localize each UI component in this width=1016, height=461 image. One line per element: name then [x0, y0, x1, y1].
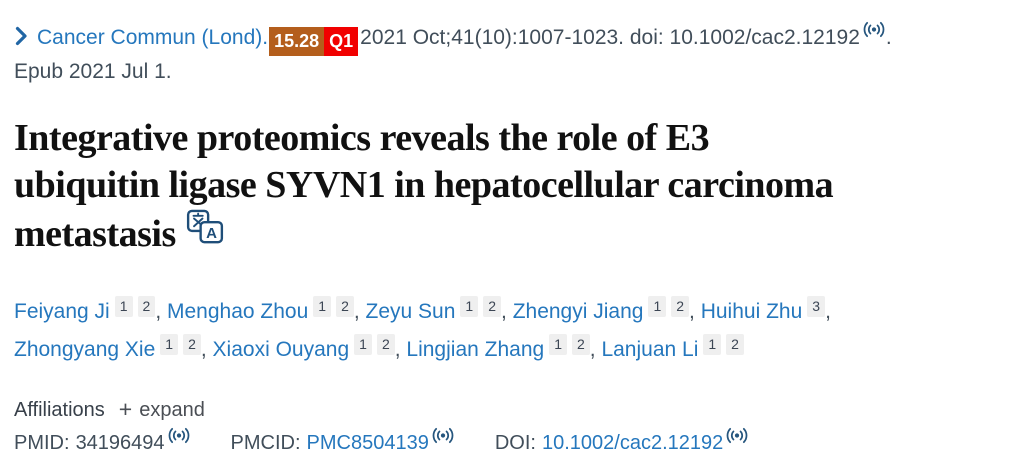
signal-icon[interactable] — [167, 427, 191, 444]
pmid-label: PMID: — [14, 432, 70, 454]
identifiers-line: PMID: 34196494 PMCID: PMC8504139 DOI: 10.1002… — [14, 427, 1002, 455]
affiliation-superscript[interactable]: 2 — [483, 296, 502, 317]
pmcid-label: PMCID: — [230, 432, 301, 454]
affiliation-superscript[interactable]: 1 — [354, 334, 372, 355]
signal-icon[interactable] — [725, 427, 749, 444]
citation-details: 2021 Oct;41(10):1007-1023. doi: 10.1002/… — [360, 26, 860, 49]
author-separator: , — [200, 338, 213, 361]
affiliation-superscript[interactable]: 2 — [137, 296, 156, 317]
affiliation-superscript[interactable]: 1 — [648, 296, 667, 317]
author-link[interactable]: Zhengyi Jiang — [512, 300, 644, 323]
affiliation-superscript[interactable]: 1 — [114, 296, 133, 317]
affiliation-superscript[interactable]: 3 — [807, 296, 826, 317]
author-link[interactable]: Zhongyang Xie — [14, 338, 156, 361]
author-separator: , — [589, 338, 602, 361]
affiliation-superscript[interactable]: 1 — [703, 334, 722, 355]
author-item: Zeyu Sun 1 2, — [365, 296, 513, 323]
plus-icon: + — [118, 396, 133, 422]
doi-group: DOI: 10.1002/cac2.12192 — [494, 427, 749, 454]
author-link[interactable]: Zeyu Sun — [365, 300, 456, 323]
author-item: Lingjian Zhang 1 2, — [406, 334, 602, 361]
author-item: Huihui Zhu 3, — [700, 296, 831, 323]
author-separator: , — [394, 338, 407, 361]
author-link[interactable]: Lanjuan Li — [601, 338, 699, 361]
title-line-3-text: metastasis — [14, 213, 176, 255]
author-link[interactable]: Feiyang Ji — [14, 300, 110, 323]
affiliations-label: Affiliations — [14, 399, 105, 421]
pmid-group: PMID: 34196494 — [14, 427, 191, 454]
author-item: Feiyang Ji 1 2, — [14, 296, 167, 323]
article-title: Integrative proteomics reveals the role … — [14, 115, 1002, 258]
affiliation-superscript[interactable]: 2 — [726, 334, 744, 355]
author-separator: , — [155, 300, 167, 323]
epub-date: Epub 2021 Jul 1. — [14, 60, 172, 83]
affiliation-superscript[interactable]: 1 — [160, 334, 179, 355]
author-link[interactable]: Lingjian Zhang — [406, 338, 545, 361]
author-list: Feiyang Ji 1 2, Menghao Zhou 1 2, Zeyu Sun 1 2… — [14, 293, 1002, 369]
affiliation-superscript[interactable]: 1 — [549, 334, 567, 355]
affiliation-superscript[interactable]: 2 — [571, 334, 590, 355]
author-item: Xiaoxi Ouyang 1 2, — [212, 334, 407, 361]
title-line-1: Integrative proteomics reveals the role … — [14, 117, 710, 159]
author-item: Lanjuan Li 1 2 — [601, 334, 744, 361]
pmcid-link[interactable]: PMC8504139 — [306, 432, 429, 454]
pmid-value: 34196494 — [75, 432, 165, 454]
signal-icon[interactable] — [862, 21, 886, 38]
title-line-3: metastasis A — [14, 209, 1002, 258]
affiliation-superscript[interactable]: 2 — [376, 334, 395, 355]
pmcid-group: PMCID: PMC8504139 — [230, 427, 455, 454]
citation-period: . — [885, 26, 892, 49]
chevron-right-icon[interactable] — [14, 24, 28, 56]
affiliation-superscript[interactable]: 2 — [183, 334, 201, 355]
signal-icon[interactable] — [431, 427, 455, 444]
author-item: Zhengyi Jiang 1 2, — [512, 296, 701, 323]
title-line-2: ubiquitin ligase SYVN1 in hepatocellular… — [14, 164, 834, 206]
impact-factor-badge: 15.28 — [269, 27, 325, 56]
author-link[interactable]: Xiaoxi Ouyang — [212, 338, 350, 361]
translate-icon[interactable]: A — [186, 209, 224, 256]
affiliations-bar: Affiliations + expand — [14, 396, 1002, 423]
author-separator: , — [825, 300, 831, 323]
quartile-badge: Q1 — [324, 27, 359, 56]
author-item: Menghao Zhou 1 2, — [166, 296, 366, 323]
doi-label: DOI: — [494, 432, 536, 454]
author-link[interactable]: Huihui Zhu — [700, 300, 803, 323]
affiliation-superscript[interactable]: 2 — [671, 296, 690, 317]
doi-link[interactable]: 10.1002/cac2.12192 — [541, 432, 724, 454]
affiliation-superscript[interactable]: 1 — [460, 296, 479, 317]
expand-label: expand — [139, 399, 205, 421]
author-separator: , — [353, 300, 366, 323]
author-separator: , — [689, 300, 701, 323]
author-item: Zhongyang Xie 1 2, — [14, 334, 213, 361]
author-link[interactable]: Menghao Zhou — [166, 300, 309, 323]
citation-line: Cancer Commun (Lond). 15.28 Q1 2021 Oct;41(… — [14, 21, 1002, 88]
expand-affiliations-button[interactable]: + expand — [119, 396, 205, 423]
affiliation-superscript[interactable]: 2 — [336, 296, 354, 317]
author-separator: , — [501, 300, 513, 323]
affiliation-superscript[interactable]: 1 — [313, 296, 332, 317]
journal-link[interactable]: Cancer Commun (Lond). — [37, 26, 269, 49]
translate-icon-letter: A — [206, 225, 217, 242]
